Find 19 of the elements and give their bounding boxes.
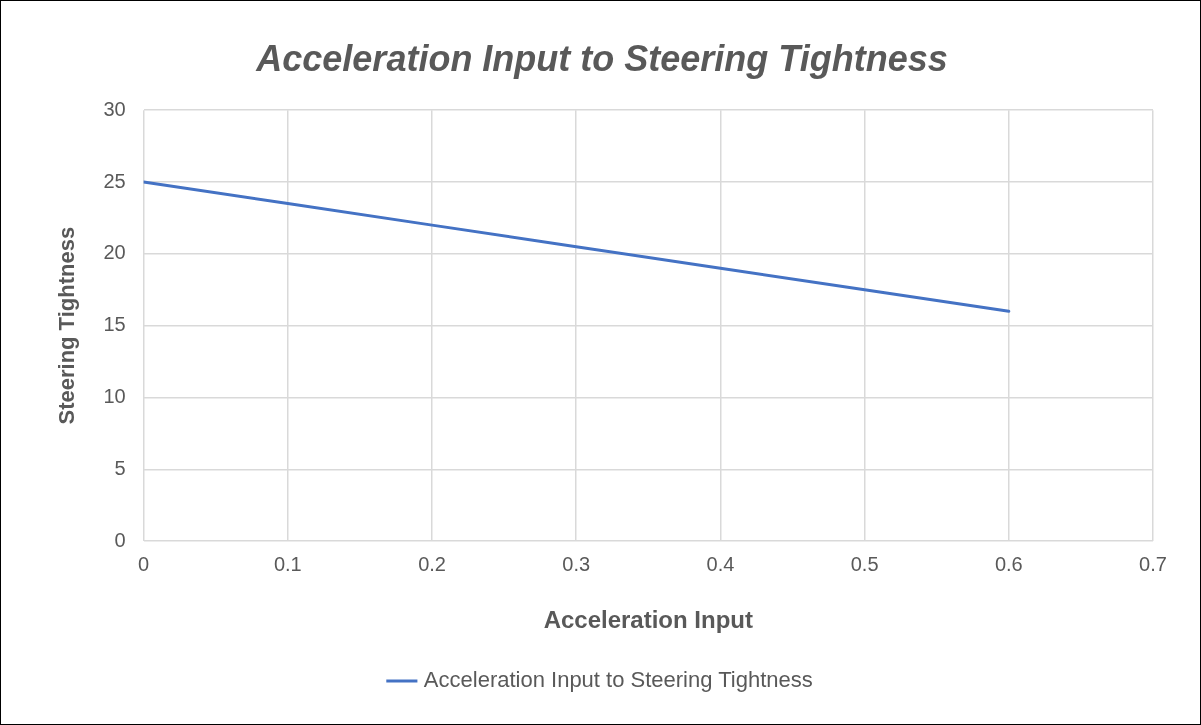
x-tick-label: 0.3	[562, 552, 591, 575]
x-tick-label: 0.6	[994, 552, 1023, 575]
x-tick-label: 0.5	[850, 552, 879, 575]
y-tick-label: 20	[103, 241, 126, 264]
x-tick-label: 0.1	[273, 552, 302, 575]
y-axis-title: Steering Tightness	[54, 226, 80, 425]
y-tick-label: 5	[114, 456, 126, 479]
y-tick-label: 10	[103, 385, 126, 408]
y-tick-label: 30	[103, 97, 126, 120]
x-tick-label: 0	[138, 552, 150, 575]
x-axis-title: Acceleration Input	[543, 606, 754, 634]
x-tick-label: 0.4	[706, 552, 735, 575]
legend-label: Acceleration Input to Steering Tightness	[423, 667, 813, 693]
x-tick-label: 0.2	[418, 552, 446, 575]
y-tick-label: 15	[103, 313, 126, 336]
y-tick-label: 25	[103, 169, 126, 192]
y-tick-label: 0	[114, 528, 126, 551]
x-tick-label: 0.7	[1139, 552, 1167, 575]
chart-title: Acceleration Input to Steering Tightness	[255, 37, 948, 79]
